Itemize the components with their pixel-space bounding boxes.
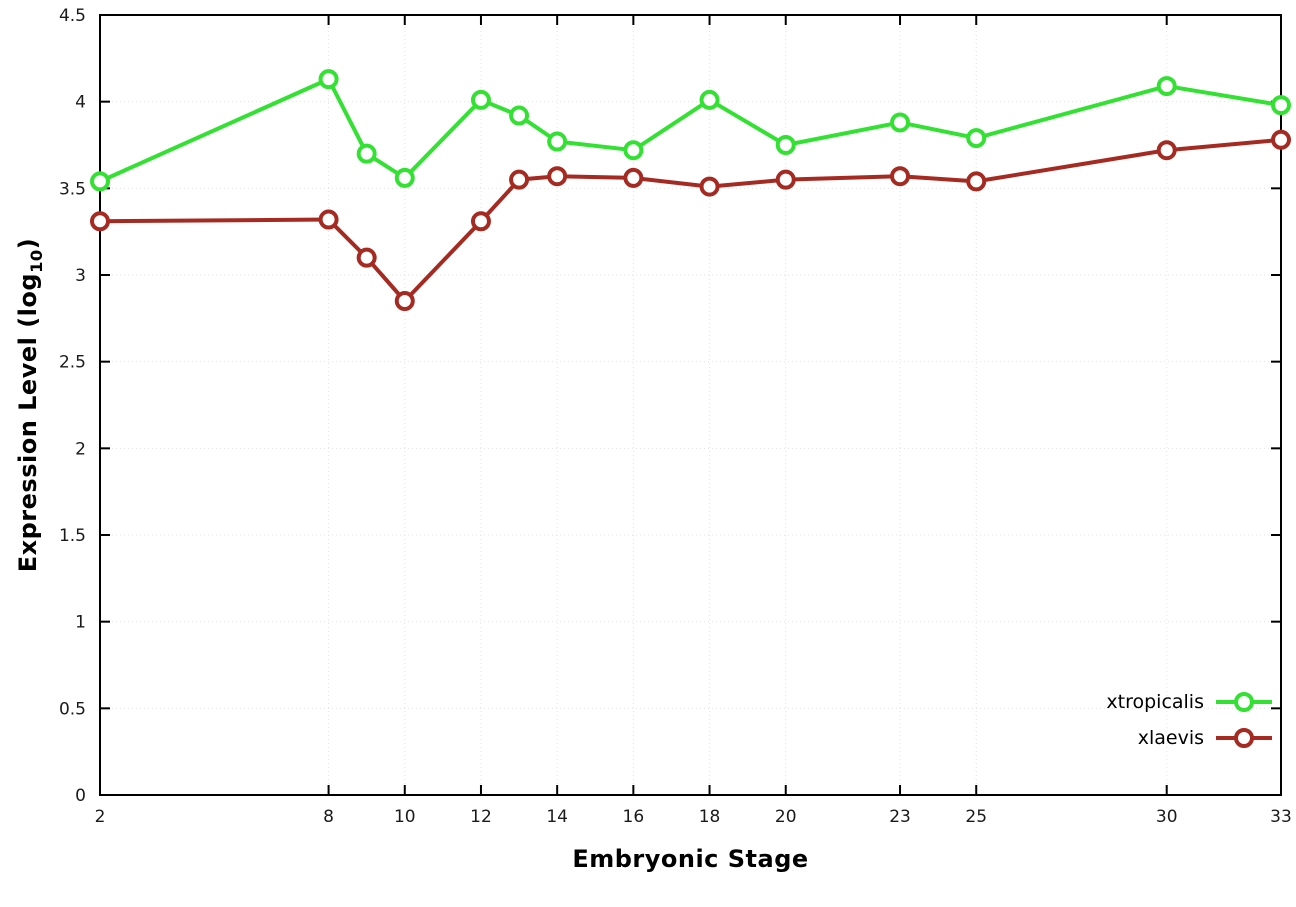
legend-sample-xtropicalis (1216, 692, 1272, 712)
data-point-marker-xlaevis (699, 176, 720, 197)
series-line-xtropicalis (98, 77, 1283, 184)
data-point-marker-xlaevis (890, 166, 911, 187)
data-point-marker-xtropicalis (699, 89, 720, 110)
y-tick-label: 1 (75, 613, 86, 633)
data-point-marker-xlaevis (547, 166, 568, 187)
y-tick-label: 4.5 (59, 6, 86, 26)
x-tick-label: 33 (1270, 807, 1292, 827)
data-point-marker-xtropicalis (623, 140, 644, 161)
legend-label-xtropicalis: xtropicalis (1106, 691, 1204, 713)
data-point-marker-xtropicalis (509, 105, 530, 126)
y-axis-label-subscript: 10 (26, 249, 46, 273)
data-point-marker-xtropicalis (318, 69, 339, 90)
y-axis-label-close: ) (14, 237, 43, 250)
y-tick-label: 3.5 (59, 179, 86, 199)
y-axis-label-text: Expression Level (log (14, 272, 43, 573)
data-point-marker-xlaevis (1271, 129, 1291, 150)
data-point-marker-xlaevis (966, 171, 987, 192)
plot-border (99, 14, 1282, 796)
y-tick-label: 0.5 (59, 699, 86, 719)
x-tick-label: 10 (394, 807, 416, 827)
legend: xtropicalis xlaevis (1106, 684, 1274, 756)
x-tick-label: 16 (623, 807, 645, 827)
data-point-marker-xlaevis (623, 167, 644, 188)
legend-item-xtropicalis: xtropicalis (1106, 684, 1274, 720)
legend-sample-xlaevis (1216, 728, 1272, 748)
x-tick-label: 30 (1156, 807, 1178, 827)
data-point-marker-xtropicalis (90, 171, 110, 192)
y-tick-label: 3 (75, 266, 86, 286)
x-tick-label: 2 (95, 807, 106, 827)
data-point-marker-xlaevis (318, 209, 339, 230)
series-line-xlaevis (98, 137, 1283, 303)
x-tick-label: 12 (470, 807, 492, 827)
x-tick-label: 25 (965, 807, 987, 827)
legend-label-xlaevis: xlaevis (1137, 727, 1204, 749)
data-point-marker-xtropicalis (1271, 95, 1291, 116)
data-point-marker-xtropicalis (470, 89, 491, 110)
data-point-marker-xlaevis (470, 211, 491, 232)
y-tick-label: 2 (75, 439, 86, 459)
y-tick-label: 0 (75, 786, 86, 806)
data-point-marker-xlaevis (394, 291, 415, 311)
y-axis-label: Expression Level (log10) (14, 238, 46, 573)
data-point-marker-xtropicalis (394, 167, 415, 188)
data-point-marker-xlaevis (1156, 140, 1177, 161)
data-point-marker-xtropicalis (890, 112, 911, 133)
legend-item-xlaevis: xlaevis (1106, 720, 1274, 756)
data-point-marker-xtropicalis (356, 143, 377, 164)
y-tick-label: 2.5 (59, 353, 86, 373)
x-tick-label: 8 (323, 807, 334, 827)
data-point-marker-xlaevis (509, 169, 530, 190)
x-axis-label: Embryonic Stage (572, 845, 809, 873)
x-tick-label: 14 (546, 807, 568, 827)
y-tick-label: 4 (75, 93, 86, 113)
data-point-marker-xlaevis (90, 211, 110, 232)
x-tick-label: 20 (775, 807, 797, 827)
data-point-marker-xlaevis (775, 169, 796, 190)
data-point-marker-xtropicalis (1156, 76, 1177, 97)
x-tick-label: 23 (889, 807, 911, 827)
y-tick-label: 1.5 (59, 526, 86, 546)
data-point-marker-xtropicalis (775, 135, 796, 155)
x-tick-label: 18 (699, 807, 721, 827)
data-point-marker-xtropicalis (966, 128, 987, 149)
data-point-marker-xtropicalis (547, 131, 568, 152)
data-point-marker-xlaevis (356, 247, 377, 268)
